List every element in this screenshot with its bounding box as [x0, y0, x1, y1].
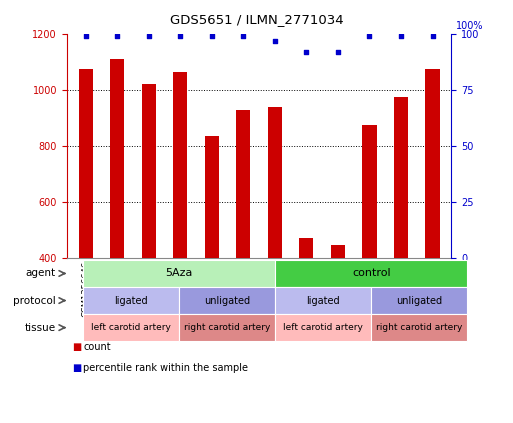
Point: [365, 33, 373, 39]
Bar: [142, 84, 156, 258]
Bar: [268, 107, 282, 258]
Text: GDS5651 / ILMN_2771034: GDS5651 / ILMN_2771034: [170, 13, 343, 26]
Point: [302, 48, 310, 55]
Text: 100%: 100%: [456, 21, 483, 31]
Text: ■: ■: [72, 342, 81, 352]
Point: [271, 37, 279, 44]
Text: ■: ■: [72, 363, 81, 374]
Text: count: count: [83, 342, 111, 352]
Text: right carotid artery: right carotid artery: [376, 323, 463, 332]
Bar: [362, 125, 377, 258]
Bar: [205, 136, 219, 258]
Bar: [394, 97, 408, 258]
Text: percentile rank within the sample: percentile rank within the sample: [83, 363, 248, 374]
Text: ligated: ligated: [306, 296, 340, 305]
Text: agent: agent: [26, 269, 56, 278]
Bar: [110, 59, 124, 258]
Bar: [331, 245, 345, 258]
Point: [113, 33, 121, 39]
Bar: [425, 69, 440, 258]
Point: [208, 33, 216, 39]
Text: left carotid artery: left carotid artery: [283, 323, 363, 332]
Text: tissue: tissue: [25, 323, 56, 332]
Text: 5Aza: 5Aza: [165, 269, 192, 278]
Text: ligated: ligated: [114, 296, 148, 305]
Text: protocol: protocol: [13, 296, 56, 305]
Bar: [299, 239, 313, 258]
Point: [145, 33, 153, 39]
Bar: [173, 71, 187, 258]
Bar: [78, 69, 93, 258]
Point: [334, 48, 342, 55]
Point: [239, 33, 247, 39]
Text: unligated: unligated: [397, 296, 442, 305]
Text: control: control: [352, 269, 390, 278]
Text: left carotid artery: left carotid artery: [91, 323, 171, 332]
Text: unligated: unligated: [204, 296, 250, 305]
Point: [176, 33, 184, 39]
Point: [82, 33, 90, 39]
Bar: [236, 110, 250, 258]
Point: [428, 33, 437, 39]
Point: [397, 33, 405, 39]
Text: right carotid artery: right carotid artery: [184, 323, 270, 332]
